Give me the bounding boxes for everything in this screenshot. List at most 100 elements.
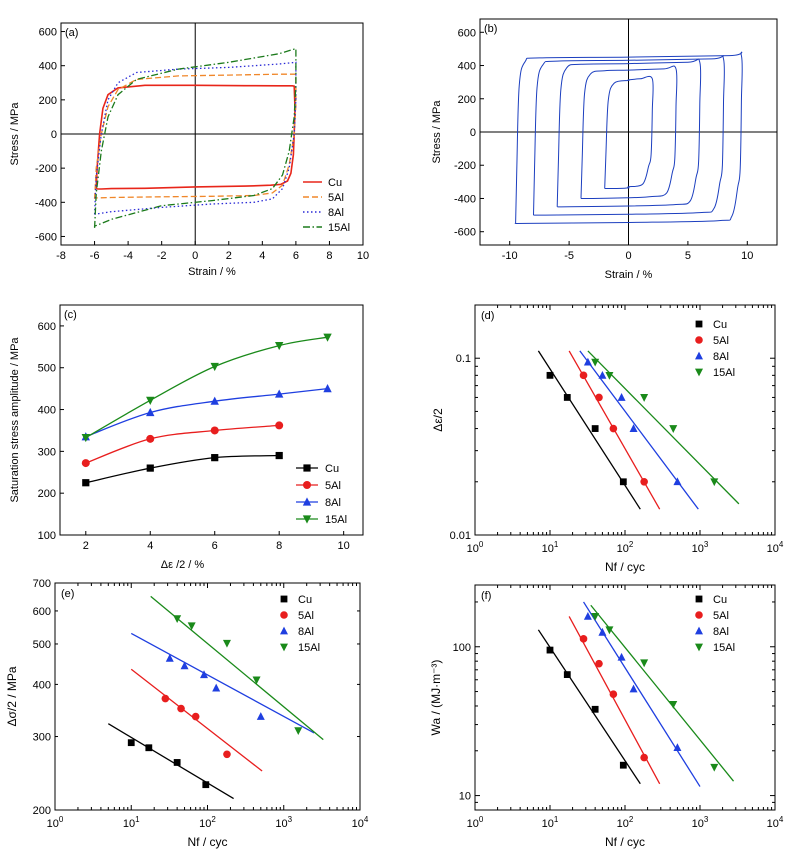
fit-line-Cu — [537, 350, 641, 510]
data-point-5Al — [579, 635, 588, 643]
y-tick-label: 10 — [459, 791, 471, 803]
data-point-8Al — [617, 652, 626, 661]
legend-marker-8Al — [695, 351, 703, 360]
y-tick-label: -200 — [35, 163, 57, 175]
legend-label-5Al: 5Al — [328, 192, 344, 204]
data-point-8Al — [617, 393, 626, 401]
x-tick-label: 10 — [357, 250, 369, 262]
data-point-Cu — [146, 464, 154, 472]
legend-label-8Al: 8Al — [328, 207, 344, 219]
fit-line-15Al — [590, 604, 735, 782]
x-tick-label: 0 — [192, 250, 198, 262]
data-point-5Al — [191, 712, 200, 721]
x-tick-label: 101 — [542, 540, 559, 555]
y-tick-label: 200 — [33, 805, 51, 817]
legend-label-Cu: Cu — [713, 319, 727, 331]
legend-marker-15Al — [695, 643, 703, 652]
legend-label-15Al: 15Al — [713, 642, 735, 654]
y-tick-label: 600 — [33, 606, 51, 618]
y-tick-label: 400 — [39, 61, 57, 73]
data-point-15Al — [669, 700, 678, 709]
x-tick-label: 100 — [467, 815, 484, 830]
y-tick-label: 700 — [33, 578, 51, 590]
y-tick-label: -400 — [454, 193, 476, 205]
data-point-5Al — [146, 434, 155, 443]
legend-label-Cu: Cu — [328, 177, 342, 189]
x-tick-label: 2 — [83, 540, 89, 552]
x-tick-label: 104 — [352, 815, 369, 830]
y-tick-label: 400 — [38, 405, 56, 417]
x-tick-label: -6 — [90, 250, 100, 262]
x-axis-title: Δε /2 / % — [161, 559, 205, 571]
panel-letter: (d) — [481, 310, 494, 322]
panel-d-frame — [474, 304, 776, 536]
y-tick-label: 400 — [33, 679, 51, 691]
legend-marker-Cu — [695, 595, 703, 603]
data-point-8Al — [274, 389, 284, 398]
x-axis-title: Nf / cyc — [605, 835, 645, 849]
legend-label-5Al: 5Al — [298, 610, 314, 622]
panel-letter: (c) — [64, 309, 77, 321]
panel-letter: (b) — [484, 23, 497, 35]
y-tick-label: 0 — [51, 129, 57, 141]
x-tick-label: 5 — [685, 250, 691, 262]
data-point-Cu — [591, 705, 599, 713]
x-tick-label: 4 — [259, 250, 265, 262]
y-tick-label: 300 — [38, 446, 56, 458]
panel-e-frame — [54, 582, 361, 811]
legend-marker-Cu — [695, 320, 703, 328]
data-point-8Al — [212, 683, 221, 692]
legend-marker-5Al — [695, 336, 703, 344]
panel-f: 100 101 102 103 104 10 100 (f) Nf / cyc Wa / (MJ·… — [429, 584, 784, 849]
y-tick-label: 500 — [38, 363, 56, 375]
data-point-15Al — [605, 371, 614, 380]
y-axis-title: Stress / MPa — [431, 100, 443, 164]
y-tick-label: 200 — [38, 488, 56, 500]
data-point-Cu — [173, 759, 181, 766]
data-point-Cu — [127, 739, 135, 747]
y-tick-label: 200 — [458, 94, 476, 106]
y-tick-label: -200 — [454, 160, 476, 172]
x-axis-title: Nf / cyc — [187, 835, 227, 849]
legend-marker-5Al — [280, 611, 288, 619]
legend-label-5Al: 5Al — [713, 610, 729, 622]
x-tick-label: -8 — [56, 250, 66, 262]
data-point-Cu — [275, 451, 283, 460]
data-point-15Al — [187, 622, 196, 631]
legend-label-8Al: 8Al — [713, 626, 729, 638]
legend-marker-5Al — [303, 481, 311, 489]
x-tick-label: 100 — [467, 540, 484, 555]
y-tick-label: 600 — [38, 321, 56, 333]
data-point-8Al — [598, 370, 607, 379]
data-point-5Al — [609, 690, 618, 698]
data-point-5Al — [81, 459, 90, 468]
x-tick-label: 104 — [767, 540, 784, 555]
fit-line-15Al — [150, 595, 324, 741]
y-axis-title: Δε/2 — [431, 408, 445, 432]
hysteresis-loop-1 — [604, 75, 654, 190]
x-tick-label: -2 — [157, 250, 167, 262]
y-axis-title: Wa / (MJ·m⁻³) — [429, 660, 443, 736]
data-point-8Al — [583, 611, 592, 620]
legend-label-8Al: 8Al — [713, 351, 729, 363]
x-tick-label: 103 — [692, 540, 709, 555]
data-point-15Al — [146, 396, 155, 405]
panel-c-frame — [59, 304, 364, 536]
data-point-8Al — [210, 396, 219, 405]
data-point-8Al — [673, 743, 682, 752]
x-tick-label: 4 — [147, 540, 153, 552]
legend-marker-Cu — [303, 464, 311, 472]
data-point-Cu — [145, 744, 153, 752]
legend-label-Cu: Cu — [325, 463, 339, 475]
legend-marker-5Al — [695, 611, 703, 619]
y-tick-label: 0 — [470, 127, 476, 139]
x-tick-label: 6 — [293, 250, 299, 262]
y-tick-label: -600 — [35, 231, 57, 243]
x-tick-label: 101 — [123, 815, 140, 830]
legend-label-15Al: 15Al — [328, 222, 350, 234]
hysteresis-loop-3 — [556, 58, 702, 208]
panel-d: 100 101 102 103 104 0.01 0.1 (d) Nf / cyc Δε/2 Cu 5… — [431, 304, 784, 574]
data-point-5Al — [595, 659, 603, 668]
x-tick-label: 101 — [542, 815, 559, 830]
